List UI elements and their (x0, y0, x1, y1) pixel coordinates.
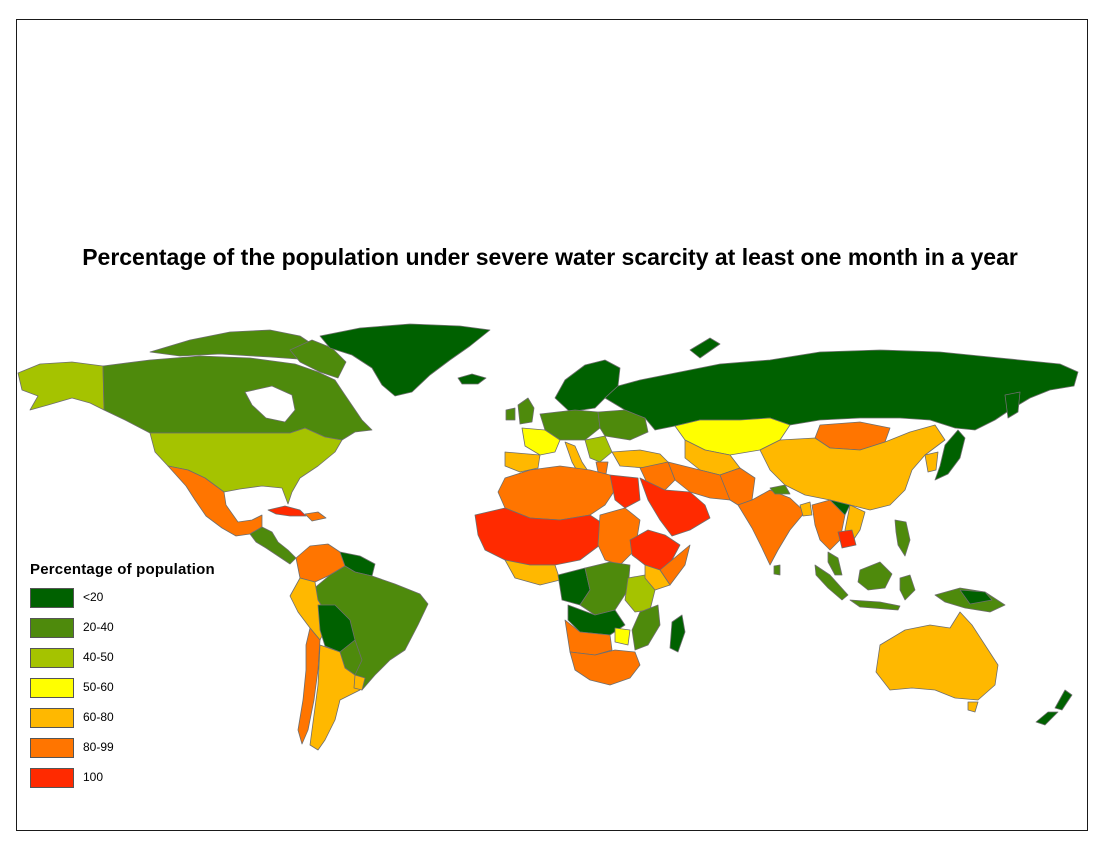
region-scandinavia (554, 359, 621, 413)
region-egypt (609, 474, 641, 509)
region-ireland (505, 407, 516, 421)
legend-label: 60-80 (83, 710, 114, 724)
region-alaska (17, 361, 105, 411)
region-new-zealand (1035, 689, 1073, 726)
legend-swatch (30, 588, 74, 608)
region-australia (875, 611, 999, 701)
region-hispaniola (304, 511, 327, 522)
legend-label: 100 (83, 770, 104, 784)
region-madagascar (669, 614, 686, 653)
region-uruguay (353, 674, 366, 691)
region-united-states (149, 427, 343, 505)
region-korea (924, 451, 939, 473)
region-borneo (857, 561, 893, 591)
legend-swatch (30, 678, 74, 698)
region-sri-lanka (773, 564, 781, 576)
legend-swatch (30, 648, 74, 668)
region-chile (297, 627, 321, 745)
region-china (759, 424, 946, 511)
region-arabian-peninsula (639, 477, 711, 537)
region-balkans (584, 435, 613, 463)
region-nepal (769, 484, 791, 495)
region-iceland (457, 373, 487, 385)
region-cambodia (837, 529, 857, 549)
region-central-america (249, 526, 297, 565)
legend-title: Percentage of population (30, 561, 215, 578)
region-sulawesi (899, 574, 916, 601)
region-java (849, 599, 901, 611)
region-southern-africa (569, 649, 641, 686)
region-russia (604, 349, 1079, 431)
region-canada-arctic-islands (149, 329, 319, 361)
region-zambia (614, 627, 631, 646)
legend-swatch (30, 618, 74, 638)
legend-label: <20 (83, 590, 104, 604)
region-tanzania-mozambique (631, 604, 661, 651)
region-kenya (644, 564, 671, 591)
hudson-bay (244, 385, 296, 423)
legend-swatch (30, 738, 74, 758)
region-malay-peninsula (827, 551, 843, 576)
region-papua-new-guinea (959, 589, 993, 605)
region-laos (829, 499, 851, 516)
legend-swatch (30, 708, 74, 728)
region-novaya-zemlya (689, 337, 721, 359)
region-united-kingdom (517, 397, 535, 425)
region-tasmania (967, 701, 979, 713)
region-kamchatka (1004, 391, 1021, 419)
legend-swatch (30, 768, 74, 788)
map-legend: Percentage of population <20 20-40 40-50… (30, 561, 215, 788)
region-bangladesh (799, 501, 813, 517)
legend-label: 40-50 (83, 650, 114, 664)
legend-label: 80-99 (83, 740, 114, 754)
region-mexico (167, 465, 263, 537)
region-baffin-island (289, 339, 347, 379)
region-france (521, 427, 561, 456)
legend-label: 20-40 (83, 620, 114, 634)
legend-label: 50-60 (83, 680, 114, 694)
region-japan (934, 429, 966, 481)
region-west-africa (474, 507, 606, 566)
region-india (737, 489, 806, 566)
region-sumatra (814, 564, 849, 601)
region-cuba (267, 505, 307, 517)
map-title: Percentage of the population under sever… (82, 244, 1018, 270)
region-greenland (319, 323, 491, 397)
region-argentina (309, 644, 361, 751)
region-philippines (894, 519, 911, 557)
region-sahel-central (597, 507, 641, 566)
